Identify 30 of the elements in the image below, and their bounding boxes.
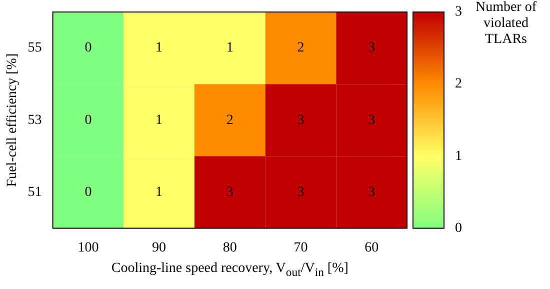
x-tick-label: 60 [364, 240, 379, 256]
data-label: 2 [297, 40, 304, 56]
data-label: 3 [368, 40, 376, 56]
x-axis-title: Cooling-line speed recovery, V$_{out}$/V$_{in}$ [%] [110, 261, 350, 279]
data-label: 0 [84, 184, 92, 200]
data-label: 3 [368, 112, 376, 128]
data-label: 0 [84, 112, 92, 128]
color-bar-title: Number of violated TLARs [474, 0, 538, 48]
data-label: 3 [297, 184, 304, 200]
x-tick-label: 80 [222, 240, 237, 256]
data-label: 3 [226, 184, 234, 200]
data-label: 1 [156, 112, 163, 128]
data-label: 3 [297, 112, 304, 128]
y-tick-label: 51 [28, 184, 42, 200]
x-tick-label: 100 [78, 240, 99, 256]
color-bar-label: 3 [455, 4, 462, 20]
color-bar-label: 1 [455, 148, 462, 164]
y-axis-title: Fuel-cell efficiency [%] [5, 53, 20, 187]
x-tick-label: 70 [294, 240, 308, 256]
data-label: 1 [156, 184, 163, 200]
data-label: 0 [84, 40, 92, 56]
data-label: 2 [226, 112, 234, 128]
data-label: 1 [156, 40, 163, 56]
x-tick-label: 90 [152, 240, 166, 256]
data-label: 3 [368, 184, 376, 200]
data-label: 1 [226, 40, 234, 56]
y-tick-label: 55 [28, 40, 42, 56]
color-bar-label: 0 [455, 220, 462, 236]
y-tick-label: 53 [28, 112, 42, 128]
color-bar-label: 2 [455, 76, 462, 92]
